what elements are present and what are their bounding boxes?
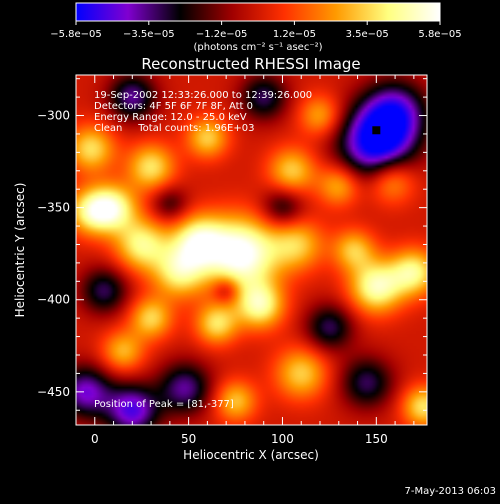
colorbar-tick-label: −3.5e−05 [123,29,175,40]
annotation-line: Clean Total counts: 1.96E+03 [94,123,254,134]
colorbar-unit-label: (photons cm⁻² s⁻¹ asec⁻²) [193,42,322,53]
annotation-line: 19-Sep-2002 12:33:26.000 to 12:39:26.000 [94,90,312,101]
y-tick-label: −350 [37,201,70,215]
annotation-line: Detectors: 4F 5F 6F 7F 8F, Att 0 [94,101,253,112]
chart-title: Reconstructed RHESSI Image [141,55,360,73]
x-tick-labels: 0 50 100 150 [91,432,388,446]
annotation-line: Energy Range: 12.0 - 25.0 keV [94,112,247,123]
x-axis-label: Heliocentric X (arcsec) [183,448,319,462]
colorbar [75,2,441,22]
y-tick-label: −300 [37,109,70,123]
heatmap-image [76,75,427,425]
axis-ticks [76,75,427,425]
y-tick-labels: −300 −350 −400 −450 [37,109,70,399]
colorbar-tick-label: −5.8e−05 [50,29,102,40]
colorbar-tick-label: 3.5e−05 [346,29,389,40]
x-tick-label: 100 [271,432,294,446]
colorbar-ticks [75,21,441,25]
annotation-block: 19-Sep-2002 12:33:26.000 to 12:39:26.000… [94,90,312,134]
colorbar-tick-labels: −5.8e−05 −3.5e−05 −1.2e−05 1.2e−05 3.5e−… [50,29,461,40]
y-axis-label: Heliocentric Y (arcsec) [13,183,27,318]
x-tick-label: 50 [181,432,196,446]
x-tick-label: 0 [91,432,99,446]
peak-marker [372,126,381,135]
colorbar-tick-label: −1.2e−05 [196,29,248,40]
plot-frame [75,74,428,426]
peak-position-label: Position of Peak = [81,-377] [94,399,234,410]
colorbar-tick-label: 5.8e−05 [418,29,461,40]
colorbar-tick-label: 1.2e−05 [273,29,316,40]
x-tick-label: 150 [365,432,388,446]
y-tick-label: −400 [37,293,70,307]
footer-date: 7-May-2013 06:03 [404,486,496,497]
y-tick-label: −450 [37,385,70,399]
